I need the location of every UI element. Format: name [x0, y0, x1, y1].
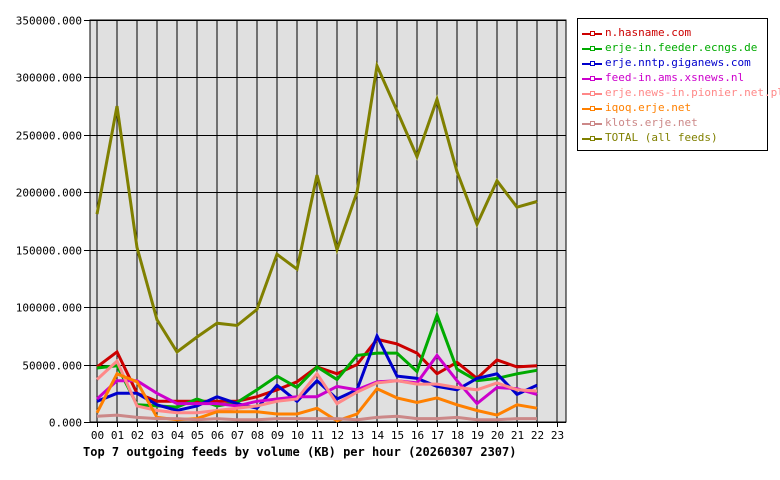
y-tick-label: 350000.000	[16, 15, 82, 28]
legend-item: TOTAL (all feeds)	[578, 130, 767, 145]
x-tick-label: 00	[91, 429, 104, 442]
legend-label: erje-in.feeder.ecngs.de	[605, 41, 758, 54]
legend-item: n.hasname.com	[578, 25, 767, 40]
x-tick-label: 13	[351, 429, 364, 442]
series-line	[95, 60, 538, 355]
legend-label: TOTAL (all feeds)	[605, 131, 718, 144]
legend-swatch-icon	[582, 29, 602, 37]
x-tick-label: 21	[511, 429, 524, 442]
x-tick-label: 08	[251, 429, 264, 442]
y-tick-label: 50000.000	[22, 360, 82, 373]
legend-item: klots.erje.net	[578, 115, 767, 130]
x-tick-label: 10	[291, 429, 304, 442]
x-tick-label: 14	[371, 429, 385, 442]
x-tick-label: 01	[111, 429, 124, 442]
x-tick-label: 20	[491, 429, 504, 442]
y-axis: 0.000 50000.000 100000.000 150000.000 200000…	[16, 15, 90, 430]
grid-lines	[90, 20, 566, 423]
legend-swatch-icon	[582, 59, 602, 67]
x-tick-label: 06	[211, 429, 224, 442]
y-tick-label: 300000.000	[16, 72, 82, 85]
legend-label: erje.nntp.giganews.com	[605, 56, 751, 69]
x-tick-label: 07	[231, 429, 244, 442]
x-tick-label: 11	[311, 429, 324, 442]
y-tick-label: 150000.000	[16, 245, 82, 258]
series-line	[96, 413, 537, 422]
legend-swatch-icon	[582, 44, 602, 52]
legend-label: feed-in.ams.xsnews.nl	[605, 71, 745, 84]
x-tick-label: 23	[551, 429, 564, 442]
legend-label: n.hasname.com	[605, 26, 692, 39]
legend-swatch-icon	[582, 119, 602, 127]
series-line	[96, 332, 538, 413]
chart-title: Top 7 outgoing feeds by volume (KB) per …	[83, 445, 517, 459]
legend-swatch-icon	[582, 134, 602, 142]
x-tick-label: 18	[451, 429, 464, 442]
x-tick-label: 04	[171, 429, 185, 442]
legend-item: feed-in.ams.xsnews.nl	[578, 70, 767, 85]
y-tick-label: 250000.000	[16, 130, 82, 143]
legend-swatch-icon	[582, 104, 602, 112]
x-tick-label: 03	[151, 429, 164, 442]
legend-item: iqoq.erje.net	[578, 100, 767, 115]
y-tick-label: 0.000	[49, 417, 82, 430]
data-series	[95, 60, 538, 423]
x-tick-label: 12	[331, 429, 344, 442]
x-tick-label: 02	[131, 429, 144, 442]
x-tick-label: 16	[411, 429, 424, 442]
legend-label: iqoq.erje.net	[605, 101, 692, 114]
y-tick-label: 100000.000	[16, 302, 82, 315]
legend-swatch-icon	[582, 74, 602, 82]
x-tick-label: 22	[531, 429, 544, 442]
x-axis: 00 01 02 03 04 05 06 07 08 09 10 11 12 13 14 15 16 17 18 19…	[91, 422, 564, 442]
legend-item: erje-in.feeder.ecngs.de	[578, 40, 767, 55]
series-line	[95, 358, 538, 415]
x-tick-label: 19	[471, 429, 484, 442]
legend-swatch-icon	[582, 89, 602, 97]
legend-item: erje.nntp.giganews.com	[578, 55, 767, 70]
series-line	[96, 310, 538, 409]
x-tick-label: 05	[191, 429, 204, 442]
legend-label: erje.news-in.pionier.net.pl	[605, 86, 780, 99]
legend-item: erje.news-in.pionier.net.pl	[578, 85, 780, 100]
legend-label: klots.erje.net	[605, 116, 698, 129]
y-tick-label: 200000.000	[16, 187, 82, 200]
x-tick-label: 17	[431, 429, 444, 442]
x-tick-label: 15	[391, 429, 404, 442]
legend: n.hasname.com erje-in.feeder.ecngs.de erje…	[577, 18, 780, 151]
x-tick-label: 09	[271, 429, 284, 442]
